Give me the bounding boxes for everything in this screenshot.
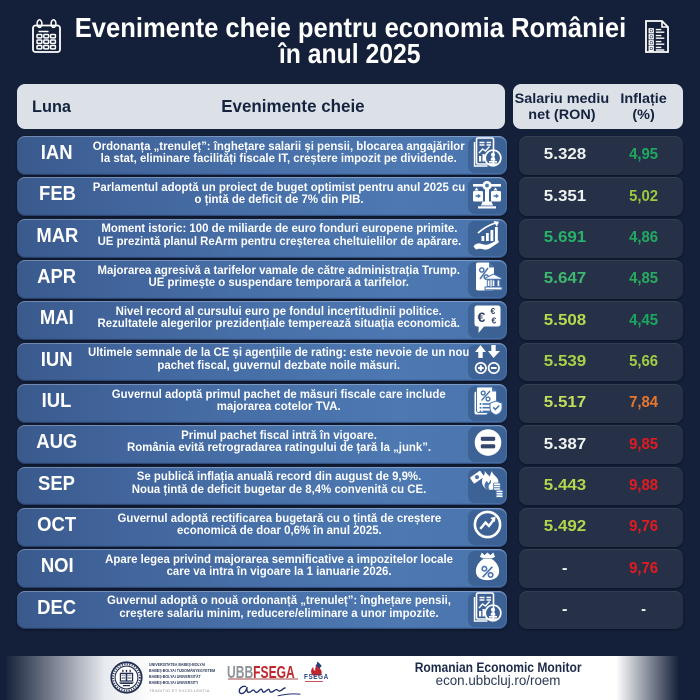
svg-text:€: €: [477, 309, 485, 325]
svg-text:€: €: [490, 306, 495, 316]
svg-text:€: €: [491, 315, 496, 325]
